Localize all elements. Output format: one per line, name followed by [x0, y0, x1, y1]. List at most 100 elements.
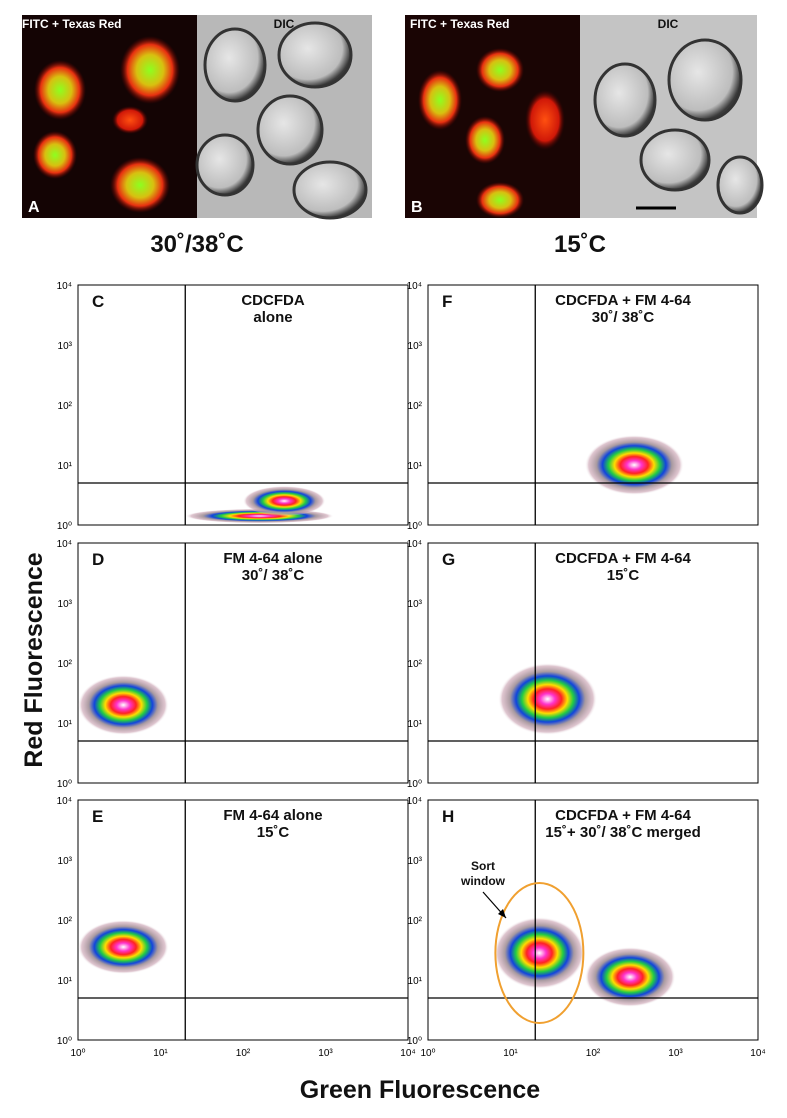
plot-title: FM 4-64 alone — [223, 807, 322, 824]
plot-frame — [77, 284, 409, 526]
micrograph-b — [405, 15, 764, 218]
x-tick-label: 10³ — [318, 1048, 333, 1059]
cell — [525, 90, 565, 150]
y-tick-label: 10⁴ — [57, 539, 72, 550]
image-label: DIC — [274, 17, 295, 31]
x-tick-label: 10⁴ — [400, 1048, 415, 1059]
condition-caption: 30˚/38˚C — [150, 231, 243, 258]
plot-frame — [427, 284, 759, 526]
plot-title: 15˚C — [257, 824, 290, 841]
cell — [667, 38, 743, 122]
cell — [112, 106, 148, 134]
panel-letter: G — [442, 550, 455, 569]
y-tick-label: 10⁰ — [407, 521, 422, 532]
y-tick-label: 10³ — [408, 599, 423, 610]
panel-letter: F — [442, 292, 452, 311]
annotation: window — [460, 874, 506, 888]
cell — [34, 60, 86, 120]
cell — [203, 27, 267, 103]
cell — [256, 94, 324, 166]
y-tick-label: 10¹ — [408, 719, 423, 730]
panel-letter: A — [28, 199, 40, 216]
panel-letter: D — [92, 550, 104, 569]
cell — [277, 21, 353, 89]
cell — [110, 157, 170, 213]
cell — [593, 62, 657, 138]
y-tick-label: 10⁴ — [407, 281, 422, 292]
x-tick-label: 10² — [236, 1048, 251, 1059]
y-tick-label: 10⁰ — [407, 1036, 422, 1047]
y-tick-label: 10⁰ — [57, 521, 72, 532]
y-tick-label: 10² — [408, 916, 423, 927]
image-label: DIC — [658, 17, 679, 31]
y-axis-label: Red Fluorescence — [20, 552, 48, 767]
y-tick-label: 10² — [58, 659, 73, 670]
image-label: FITC + Texas Red — [410, 17, 509, 31]
y-tick-label: 10² — [58, 401, 73, 412]
plot-frame — [77, 799, 409, 1041]
y-tick-label: 10³ — [58, 341, 73, 352]
condition-caption: 15˚C — [554, 231, 606, 258]
y-tick-label: 10¹ — [58, 461, 73, 472]
cell — [716, 155, 764, 215]
plot-title: 30˚/ 38˚C — [592, 309, 655, 326]
y-tick-label: 10¹ — [408, 461, 423, 472]
y-tick-label: 10³ — [408, 856, 423, 867]
y-tick-label: 10³ — [58, 856, 73, 867]
density-cloud — [494, 917, 585, 989]
annotation-arrowhead — [498, 909, 506, 918]
x-tick-label: 10⁰ — [70, 1048, 85, 1059]
plot-title: 15˚C — [607, 567, 640, 584]
density-cloud — [243, 486, 326, 516]
micrograph-a — [22, 15, 372, 220]
density-cloud — [584, 947, 676, 1007]
y-tick-label: 10⁰ — [407, 779, 422, 790]
y-tick-label: 10¹ — [58, 976, 73, 987]
panel-letter: B — [411, 199, 423, 216]
plot-frame — [77, 542, 409, 784]
plot-title: CDCFDA — [241, 292, 304, 309]
plot-title: alone — [253, 309, 292, 326]
x-axis-label: Green Fluorescence — [300, 1076, 540, 1104]
y-tick-label: 10³ — [58, 599, 73, 610]
x-tick-label: 10² — [586, 1048, 601, 1059]
plot-title: CDCFDA + FM 4-64 — [555, 550, 691, 567]
y-tick-label: 10³ — [408, 341, 423, 352]
y-tick-label: 10⁴ — [407, 796, 422, 807]
y-tick-label: 10² — [408, 401, 423, 412]
annotation: Sort — [471, 859, 495, 873]
cell — [195, 133, 255, 197]
density-cloud — [78, 675, 169, 735]
sort-window — [494, 882, 585, 1024]
plot-frame — [427, 799, 759, 1041]
y-tick-label: 10¹ — [58, 719, 73, 730]
y-tick-label: 10² — [58, 916, 73, 927]
y-tick-label: 10⁰ — [57, 779, 72, 790]
y-tick-label: 10¹ — [408, 976, 423, 987]
plot-title: 30˚/ 38˚C — [242, 567, 305, 584]
cell — [476, 182, 524, 218]
density-cloud — [498, 663, 598, 735]
x-tick-label: 10⁰ — [420, 1048, 435, 1059]
plot-title: 15˚+ 30˚/ 38˚C merged — [545, 824, 701, 841]
panel-letter: C — [92, 292, 104, 311]
y-tick-label: 10⁴ — [407, 539, 422, 550]
plot-frame — [427, 542, 759, 784]
plot-title: CDCFDA + FM 4-64 — [555, 807, 691, 824]
y-tick-label: 10⁴ — [57, 281, 72, 292]
cell — [120, 36, 180, 104]
y-tick-label: 10⁴ — [57, 796, 72, 807]
image-label: FITC + Texas Red — [22, 17, 121, 31]
cell — [465, 116, 505, 164]
cell — [418, 70, 462, 130]
panel-letter: E — [92, 807, 103, 826]
y-tick-label: 10² — [408, 659, 423, 670]
cell — [33, 131, 77, 179]
